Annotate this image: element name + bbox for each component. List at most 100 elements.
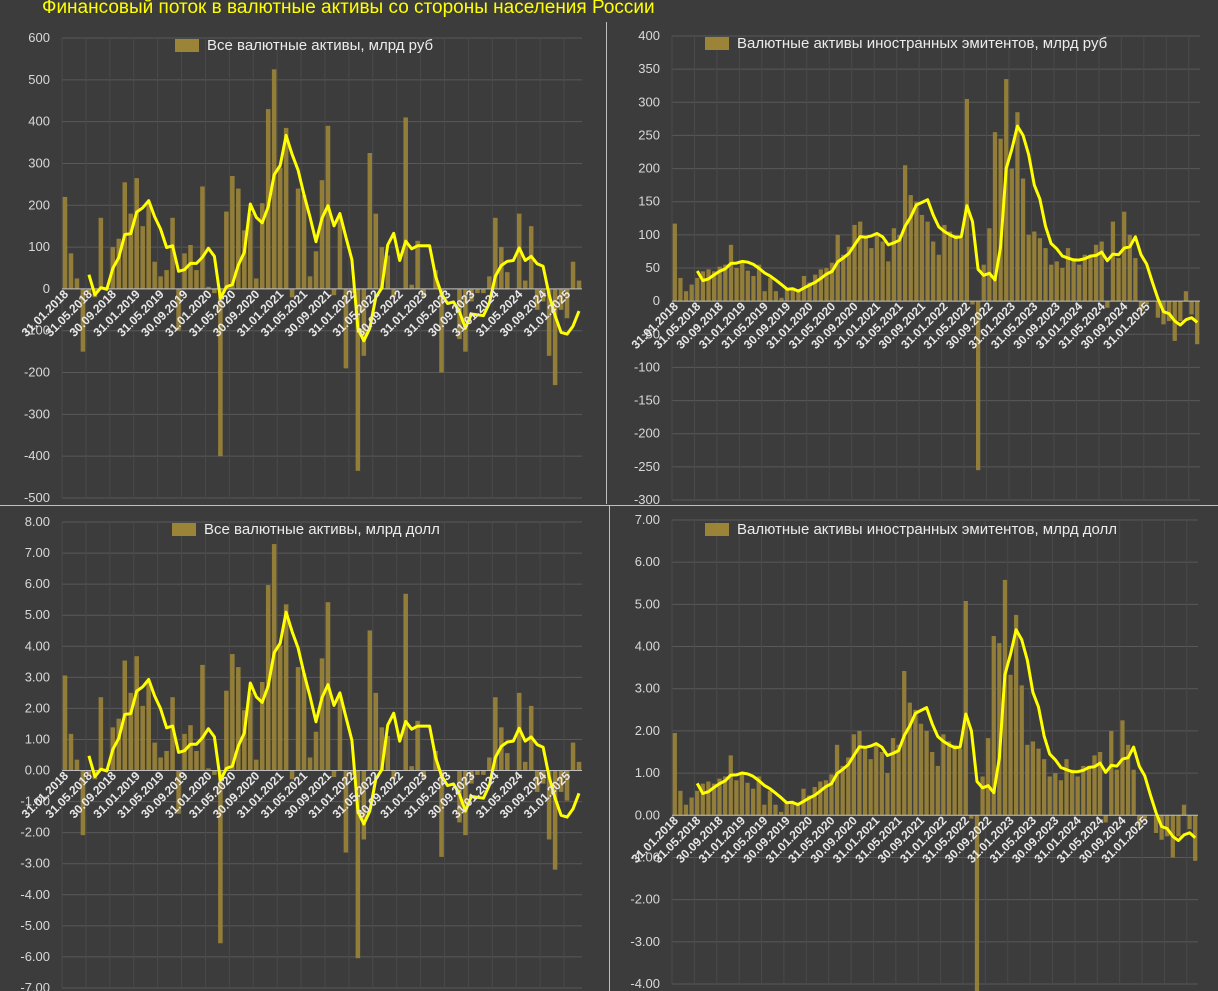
bar bbox=[134, 178, 139, 289]
bar bbox=[522, 280, 528, 289]
bar bbox=[975, 301, 981, 471]
bar bbox=[1071, 258, 1076, 302]
bar bbox=[706, 781, 711, 816]
bar bbox=[1069, 769, 1075, 816]
bar bbox=[953, 234, 958, 302]
y-tick-label: 7.00 bbox=[635, 512, 660, 527]
bar bbox=[331, 288, 337, 296]
bar bbox=[289, 288, 295, 298]
bar bbox=[552, 288, 558, 386]
bar bbox=[879, 752, 884, 816]
bar bbox=[385, 736, 391, 771]
bar bbox=[218, 288, 223, 457]
bar bbox=[546, 288, 552, 356]
bar bbox=[212, 288, 217, 294]
bar bbox=[970, 301, 975, 305]
legend-label: Валютные активы иностранных эмитентов, м… bbox=[737, 521, 1117, 538]
bar bbox=[301, 194, 307, 289]
y-tick-label: 150 bbox=[638, 194, 660, 209]
bar bbox=[1183, 291, 1189, 302]
bar bbox=[1120, 720, 1125, 816]
bar bbox=[941, 734, 946, 816]
chart-svg: -4.00 -3.00 -2.00 -1.00 0.00 1.00 2.00 3.00 4.00… bbox=[629, 512, 1198, 991]
bar bbox=[997, 643, 1002, 816]
bar bbox=[959, 238, 964, 302]
bar bbox=[307, 276, 313, 289]
bar bbox=[734, 268, 739, 302]
bar bbox=[481, 770, 486, 775]
bar bbox=[188, 725, 193, 771]
bar bbox=[778, 811, 784, 816]
bar bbox=[907, 702, 912, 816]
legend-swatch bbox=[705, 523, 729, 536]
y-tick-label: 2.00 bbox=[635, 723, 660, 738]
chart-usd-foreign: -4.00 -3.00 -2.00 -1.00 0.00 1.00 2.00 3.00 4.00… bbox=[610, 506, 1218, 991]
bar bbox=[475, 288, 480, 294]
bar bbox=[834, 744, 840, 816]
bar bbox=[779, 297, 784, 302]
bar bbox=[756, 264, 762, 302]
y-tick-label: 200 bbox=[28, 197, 50, 212]
bar bbox=[253, 759, 259, 771]
bar bbox=[723, 776, 728, 816]
bar bbox=[1093, 244, 1099, 302]
bar bbox=[974, 815, 980, 991]
y-tick-label: 1.00 bbox=[635, 765, 660, 780]
bar bbox=[236, 188, 241, 289]
bar bbox=[546, 770, 552, 840]
bar bbox=[992, 132, 998, 302]
bar bbox=[1036, 748, 1041, 816]
bar bbox=[1189, 301, 1194, 315]
bar bbox=[728, 755, 733, 816]
bar bbox=[230, 176, 235, 289]
bar bbox=[1166, 301, 1172, 322]
bar bbox=[1178, 301, 1183, 322]
bar bbox=[194, 270, 199, 289]
bar bbox=[914, 201, 919, 302]
bar bbox=[964, 98, 970, 302]
bar bbox=[1103, 815, 1108, 823]
bar bbox=[700, 783, 705, 816]
bar bbox=[259, 681, 265, 771]
y-tick-label: -200 bbox=[634, 426, 660, 441]
bar bbox=[62, 675, 68, 771]
bar bbox=[391, 770, 396, 780]
y-tick-label: 6.00 bbox=[25, 576, 50, 591]
bar bbox=[570, 261, 576, 289]
bar bbox=[919, 214, 925, 302]
bar bbox=[313, 731, 319, 771]
bar bbox=[343, 770, 349, 853]
bar bbox=[717, 778, 722, 816]
y-tick-label: -300 bbox=[634, 492, 660, 504]
bar bbox=[558, 288, 564, 310]
bar bbox=[918, 723, 924, 816]
y-tick-label: 0 bbox=[43, 281, 50, 296]
bar bbox=[869, 248, 874, 302]
bar bbox=[301, 673, 307, 771]
bar bbox=[851, 734, 856, 816]
y-tick-label: 6.00 bbox=[635, 554, 660, 569]
bar bbox=[170, 217, 175, 289]
bar bbox=[1025, 744, 1030, 816]
bar bbox=[840, 765, 845, 816]
bar bbox=[902, 165, 908, 302]
bar bbox=[158, 757, 163, 771]
bar bbox=[862, 748, 868, 816]
bar bbox=[767, 790, 773, 816]
bar bbox=[1032, 231, 1037, 302]
bar bbox=[206, 286, 211, 289]
bar bbox=[367, 630, 373, 771]
y-tick-label: -2.00 bbox=[630, 892, 660, 907]
y-tick-label: 5.00 bbox=[25, 607, 50, 622]
bar bbox=[1193, 815, 1198, 861]
bar bbox=[1054, 261, 1059, 302]
bar bbox=[963, 600, 968, 816]
bar bbox=[1155, 301, 1161, 318]
bar bbox=[1020, 178, 1026, 302]
y-tick-label: 500 bbox=[28, 72, 50, 87]
bar bbox=[409, 284, 414, 289]
bar bbox=[695, 790, 700, 816]
bar bbox=[880, 241, 885, 302]
y-tick-label: 0.00 bbox=[25, 763, 50, 778]
bar bbox=[379, 247, 385, 289]
